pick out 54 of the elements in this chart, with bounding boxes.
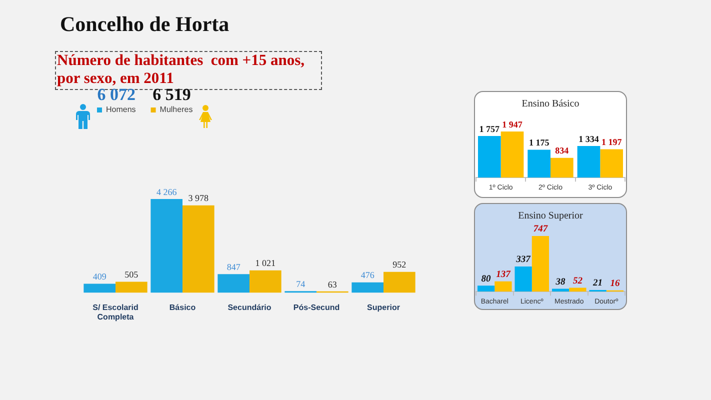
legend-label: Mulheres (160, 105, 193, 114)
data-label: 63 (328, 279, 338, 290)
data-label: 1 197 (601, 137, 622, 148)
bar (514, 266, 532, 292)
x-tick-label: Superior (367, 302, 400, 312)
data-label: 3 978 (188, 193, 210, 204)
chart-title: Concelho de Horta (60, 12, 230, 37)
data-label: 21 (592, 278, 603, 289)
bar (384, 272, 416, 293)
data-label: 74 (296, 279, 306, 290)
data-label: 16 (610, 279, 620, 290)
bar (528, 150, 550, 178)
bar (500, 132, 524, 178)
data-label: 847 (226, 262, 241, 272)
bar (477, 286, 495, 292)
data-label: 409 (92, 272, 107, 282)
data-label: 4 266 (156, 186, 178, 197)
chart-title: Ensino Superior (518, 210, 584, 222)
bar (550, 158, 574, 178)
data-label: 952 (392, 260, 406, 270)
bar (569, 288, 586, 292)
chart-subtitle: Número de habitantes com +15 anos, por sexo, em 2011 (55, 51, 322, 90)
bar (150, 199, 182, 293)
data-label: 52 (572, 276, 583, 286)
bar (577, 146, 600, 178)
bar (478, 136, 501, 178)
x-tick-label: Básico (169, 302, 196, 312)
x-tick-label: Pós-Secund (293, 302, 340, 312)
data-label: 38 (554, 277, 566, 288)
data-label: 1 334 (578, 134, 600, 144)
chart-title: Ensino Básico (522, 98, 580, 110)
bar (116, 282, 148, 293)
legend-label: Homens (106, 105, 136, 114)
data-label: 137 (496, 270, 512, 280)
bar (84, 284, 116, 293)
x-tick-label: Secundário (228, 302, 272, 312)
bar (352, 282, 384, 293)
bar (182, 205, 214, 293)
data-label: 747 (533, 224, 549, 235)
data-label: 80 (481, 274, 492, 284)
x-tick-label: S/ Escolarid Completa (92, 302, 139, 322)
data-label: 834 (555, 146, 570, 156)
data-label: 1 021 (255, 258, 276, 268)
data-label: 337 (515, 255, 532, 266)
data-label: 476 (360, 270, 375, 280)
data-label: 1 757 (479, 124, 500, 134)
bar (600, 149, 624, 178)
data-label: 505 (124, 270, 139, 280)
data-label: 1 175 (528, 138, 550, 148)
bar (532, 236, 550, 292)
bar (218, 274, 250, 293)
bar (250, 270, 282, 293)
data-label: 1 947 (502, 119, 523, 130)
bar (494, 281, 512, 292)
